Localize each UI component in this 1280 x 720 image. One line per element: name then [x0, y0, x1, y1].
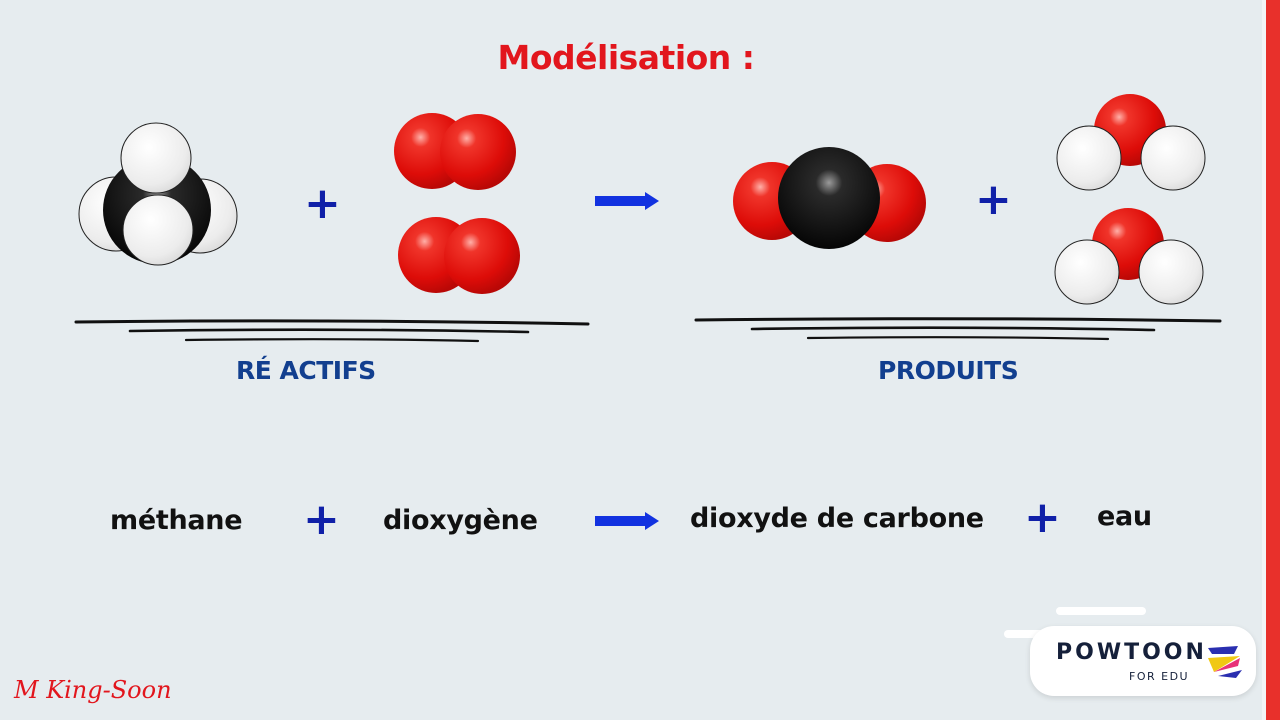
badge-swoosh-2: [1004, 630, 1054, 638]
reaction-arrow-top: [595, 192, 659, 210]
dioxygen-molecule-top: [394, 113, 516, 190]
products-underline: [694, 317, 1222, 341]
powtoon-logo-icon: [1208, 646, 1242, 678]
equation-water: eau: [1097, 501, 1152, 532]
page-title: Modélisation :: [497, 38, 755, 77]
equation-carbon-dioxide: dioxyde de carbone: [690, 503, 984, 534]
water-molecule-top: [1056, 94, 1206, 191]
powtoon-badge[interactable]: POWTOON FOR EDU: [1030, 626, 1256, 696]
badge-swoosh-1: [1056, 607, 1146, 615]
dioxygen-molecule-bottom: [398, 217, 520, 294]
reactants-underline: [74, 319, 590, 343]
right-edge-bar: [1262, 0, 1280, 720]
equation-dioxygen: dioxygène: [383, 505, 538, 536]
methane-molecule: [78, 122, 238, 266]
badge-brand-name: POWTOON: [1056, 640, 1207, 665]
reaction-arrow-equation: [595, 512, 659, 530]
equation-plus-1: +: [303, 494, 340, 545]
products-label: PRODUITS: [878, 356, 1019, 385]
reactant-plus-sign: +: [304, 178, 341, 229]
reactants-label: RÉ ACTIFS: [236, 356, 376, 385]
equation-methane: méthane: [110, 505, 243, 536]
author-signature: M King-Soon: [14, 676, 172, 704]
carbon-dioxide-molecule: [733, 147, 926, 249]
product-plus-sign: +: [975, 174, 1012, 225]
water-molecule-bottom: [1054, 208, 1204, 305]
badge-subtitle: FOR EDU: [1129, 670, 1190, 683]
equation-plus-2: +: [1024, 492, 1061, 543]
